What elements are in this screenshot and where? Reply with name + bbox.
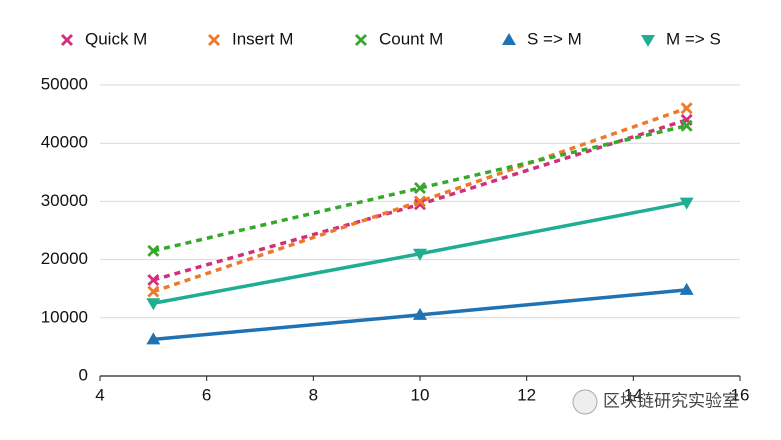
y-tick-label: 0 — [79, 365, 88, 384]
y-tick-label: 50000 — [41, 74, 88, 93]
data-point — [414, 182, 426, 195]
legend-marker — [641, 35, 655, 47]
data-point — [413, 248, 427, 261]
legend-item: Insert M — [208, 29, 293, 48]
legend-item: Quick M — [61, 29, 147, 48]
data-point — [414, 198, 426, 211]
data-point — [147, 285, 160, 298]
y-tick-label: 30000 — [41, 191, 88, 210]
data-point — [147, 273, 160, 286]
data-point — [146, 298, 161, 311]
legend-item: Count M — [355, 29, 443, 48]
watermark-text: 区块链研究实验室 — [603, 391, 739, 410]
x-tick-label: 4 — [95, 385, 104, 404]
legend-marker — [502, 33, 516, 45]
y-tick-label: 40000 — [41, 133, 88, 152]
series-line — [152, 124, 688, 253]
y-tick-label: 10000 — [41, 307, 88, 326]
data-point — [679, 197, 694, 210]
x-tick-label: 10 — [411, 385, 430, 404]
legend-marker — [61, 34, 73, 46]
y-tick-label: 20000 — [41, 249, 88, 268]
legend-marker — [355, 34, 367, 46]
legend-label: M => S — [666, 29, 721, 48]
x-tick-label: 16 — [731, 385, 750, 404]
legend-label: S => M — [527, 29, 582, 48]
data-point — [680, 119, 693, 132]
legend-label: Quick M — [85, 29, 147, 48]
series-line — [152, 106, 688, 294]
legend-item: S => M — [502, 29, 582, 48]
data-point — [680, 102, 693, 115]
watermark-icon — [572, 389, 598, 415]
data-point — [146, 332, 161, 345]
watermark: 区块链研究实验室 — [572, 389, 739, 415]
data-point — [413, 307, 427, 320]
legend-label: Count M — [379, 29, 443, 48]
data-point — [147, 244, 160, 257]
legend-item: M => S — [641, 29, 721, 48]
legend-label: Insert M — [232, 29, 293, 48]
data-point — [414, 195, 426, 208]
x-tick-label: 8 — [309, 385, 318, 404]
legend-marker — [208, 34, 220, 46]
x-tick-label: 12 — [517, 385, 536, 404]
data-point — [679, 282, 694, 295]
x-tick-label: 6 — [202, 385, 211, 404]
x-tick-label: 14 — [624, 385, 643, 404]
